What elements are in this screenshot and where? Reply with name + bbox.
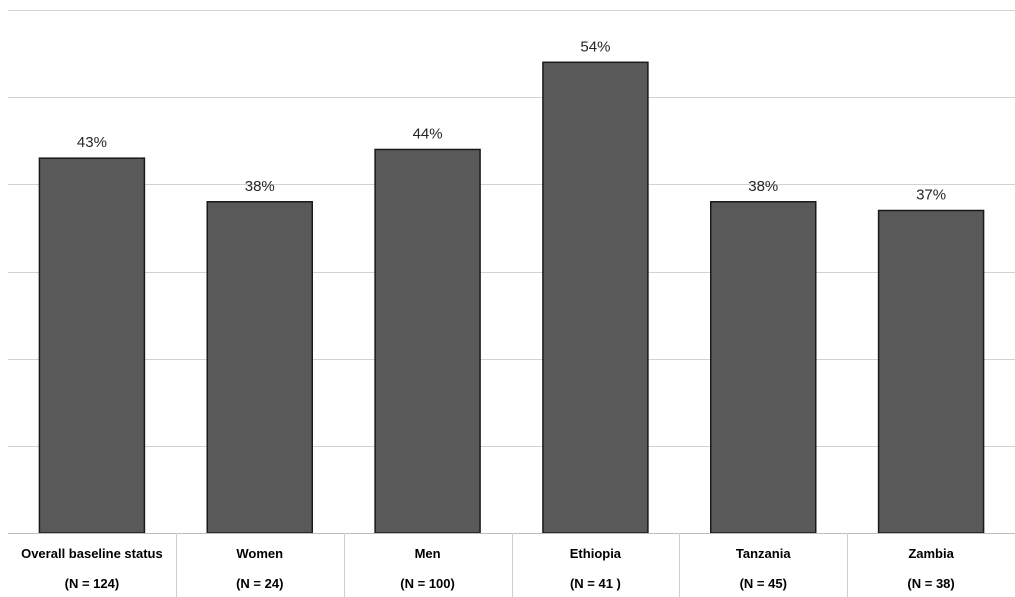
bar-2 [374,148,481,534]
category-label-0: Overall baseline status [21,546,163,561]
category-n-label-0: (N = 124) [65,576,120,591]
data-labels: 43% 38% 44% 54% 38% 37% [77,38,946,203]
category-label-3: Ethiopia [570,546,622,561]
bar-1 [206,201,313,534]
category-n-label-2: (N = 100) [400,576,455,591]
data-label-5: 37% [916,186,946,203]
category-n-label-4: (N = 45) [740,576,787,591]
category-n-label-3: (N = 41 ) [570,576,621,591]
data-label-3: 54% [580,38,610,55]
category-table: Overall baseline status (N = 124) Women (N … [8,533,1015,597]
category-label-5: Zambia [908,546,954,561]
data-label-1: 38% [245,178,275,195]
bar-0 [38,157,146,534]
gridlines [8,10,1015,447]
data-label-2: 44% [413,125,443,142]
category-n-label-1: (N = 24) [236,576,283,591]
category-n-label-5: (N = 38) [907,576,954,591]
category-label-4: Tanzania [736,546,791,561]
bar-4 [710,201,817,534]
category-label-2: Men [415,546,441,561]
data-label-0: 43% [77,134,107,151]
bar-5 [877,209,985,534]
bar-3 [542,61,649,534]
data-label-4: 38% [748,178,778,195]
bars [38,61,985,534]
category-label-1: Women [236,546,283,561]
